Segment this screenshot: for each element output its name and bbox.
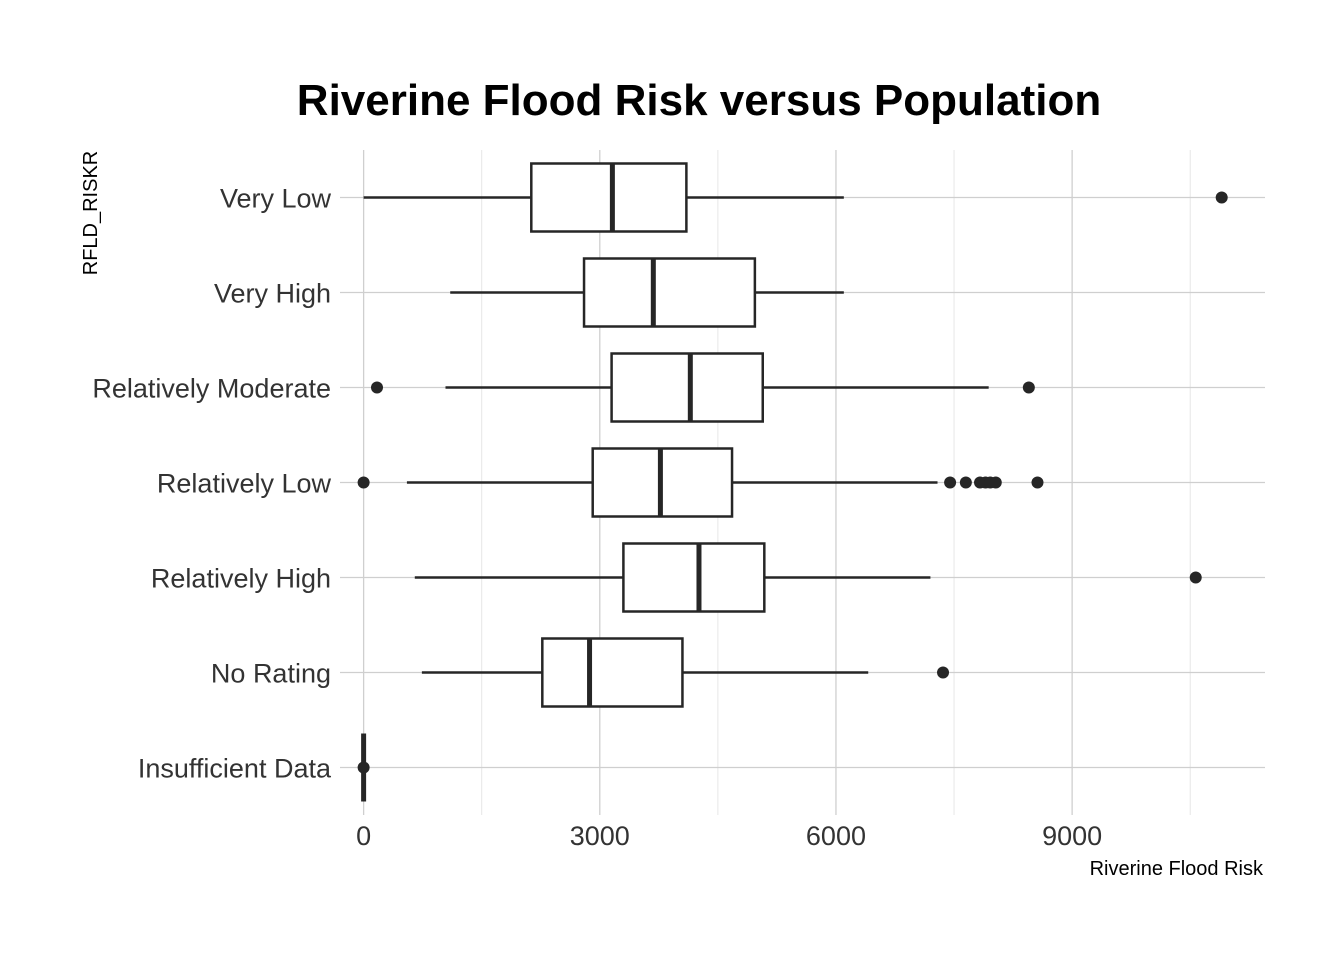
x-tick-label: 9000 [1042,821,1102,851]
category-label: Relatively Moderate [92,374,331,404]
outlier-point [1215,191,1228,204]
outlier-point [989,476,1002,489]
iqr-box [541,637,684,708]
outlier-point [1189,571,1202,584]
category-label: Relatively Low [157,469,332,499]
iqr-box [622,542,766,613]
box-very-high [450,257,844,328]
outlier-point [959,476,972,489]
category-label: Very Low [220,184,332,214]
box-relatively-moderate [371,352,1035,423]
category-labels: Very Low Very High Relatively Moderate Rela… [92,184,332,784]
outlier-point [1031,476,1044,489]
iqr-box [610,352,764,423]
box-relatively-high [414,542,1202,613]
iqr-box [582,257,757,328]
category-label: Relatively High [151,564,331,594]
outlier-point [357,476,370,489]
x-axis-title: Riverine Flood Risk [1090,858,1264,880]
box-no-rating [421,637,950,708]
category-label: Very High [214,279,331,309]
iqr-box [530,162,688,233]
box-insufficient-data [357,733,370,802]
category-label: No Rating [211,659,331,689]
box-relatively-low [357,447,1044,518]
outlier-point [937,666,950,679]
box-very-low [363,162,1228,233]
y-axis-title: RFLD_RISKR [80,151,102,275]
outlier-point [944,476,957,489]
outlier-point [357,761,370,774]
outlier-point [1022,381,1035,394]
x-tick-label: 3000 [570,821,630,851]
outlier-point [371,381,383,394]
x-tick-labels: 0 3000 6000 9000 [356,821,1102,851]
box-series [357,162,1228,802]
x-tick-label: 0 [356,821,371,851]
chart-title: Riverine Flood Risk versus Population [297,76,1101,125]
category-label: Insufficient Data [138,754,332,784]
x-tick-label: 6000 [806,821,866,851]
